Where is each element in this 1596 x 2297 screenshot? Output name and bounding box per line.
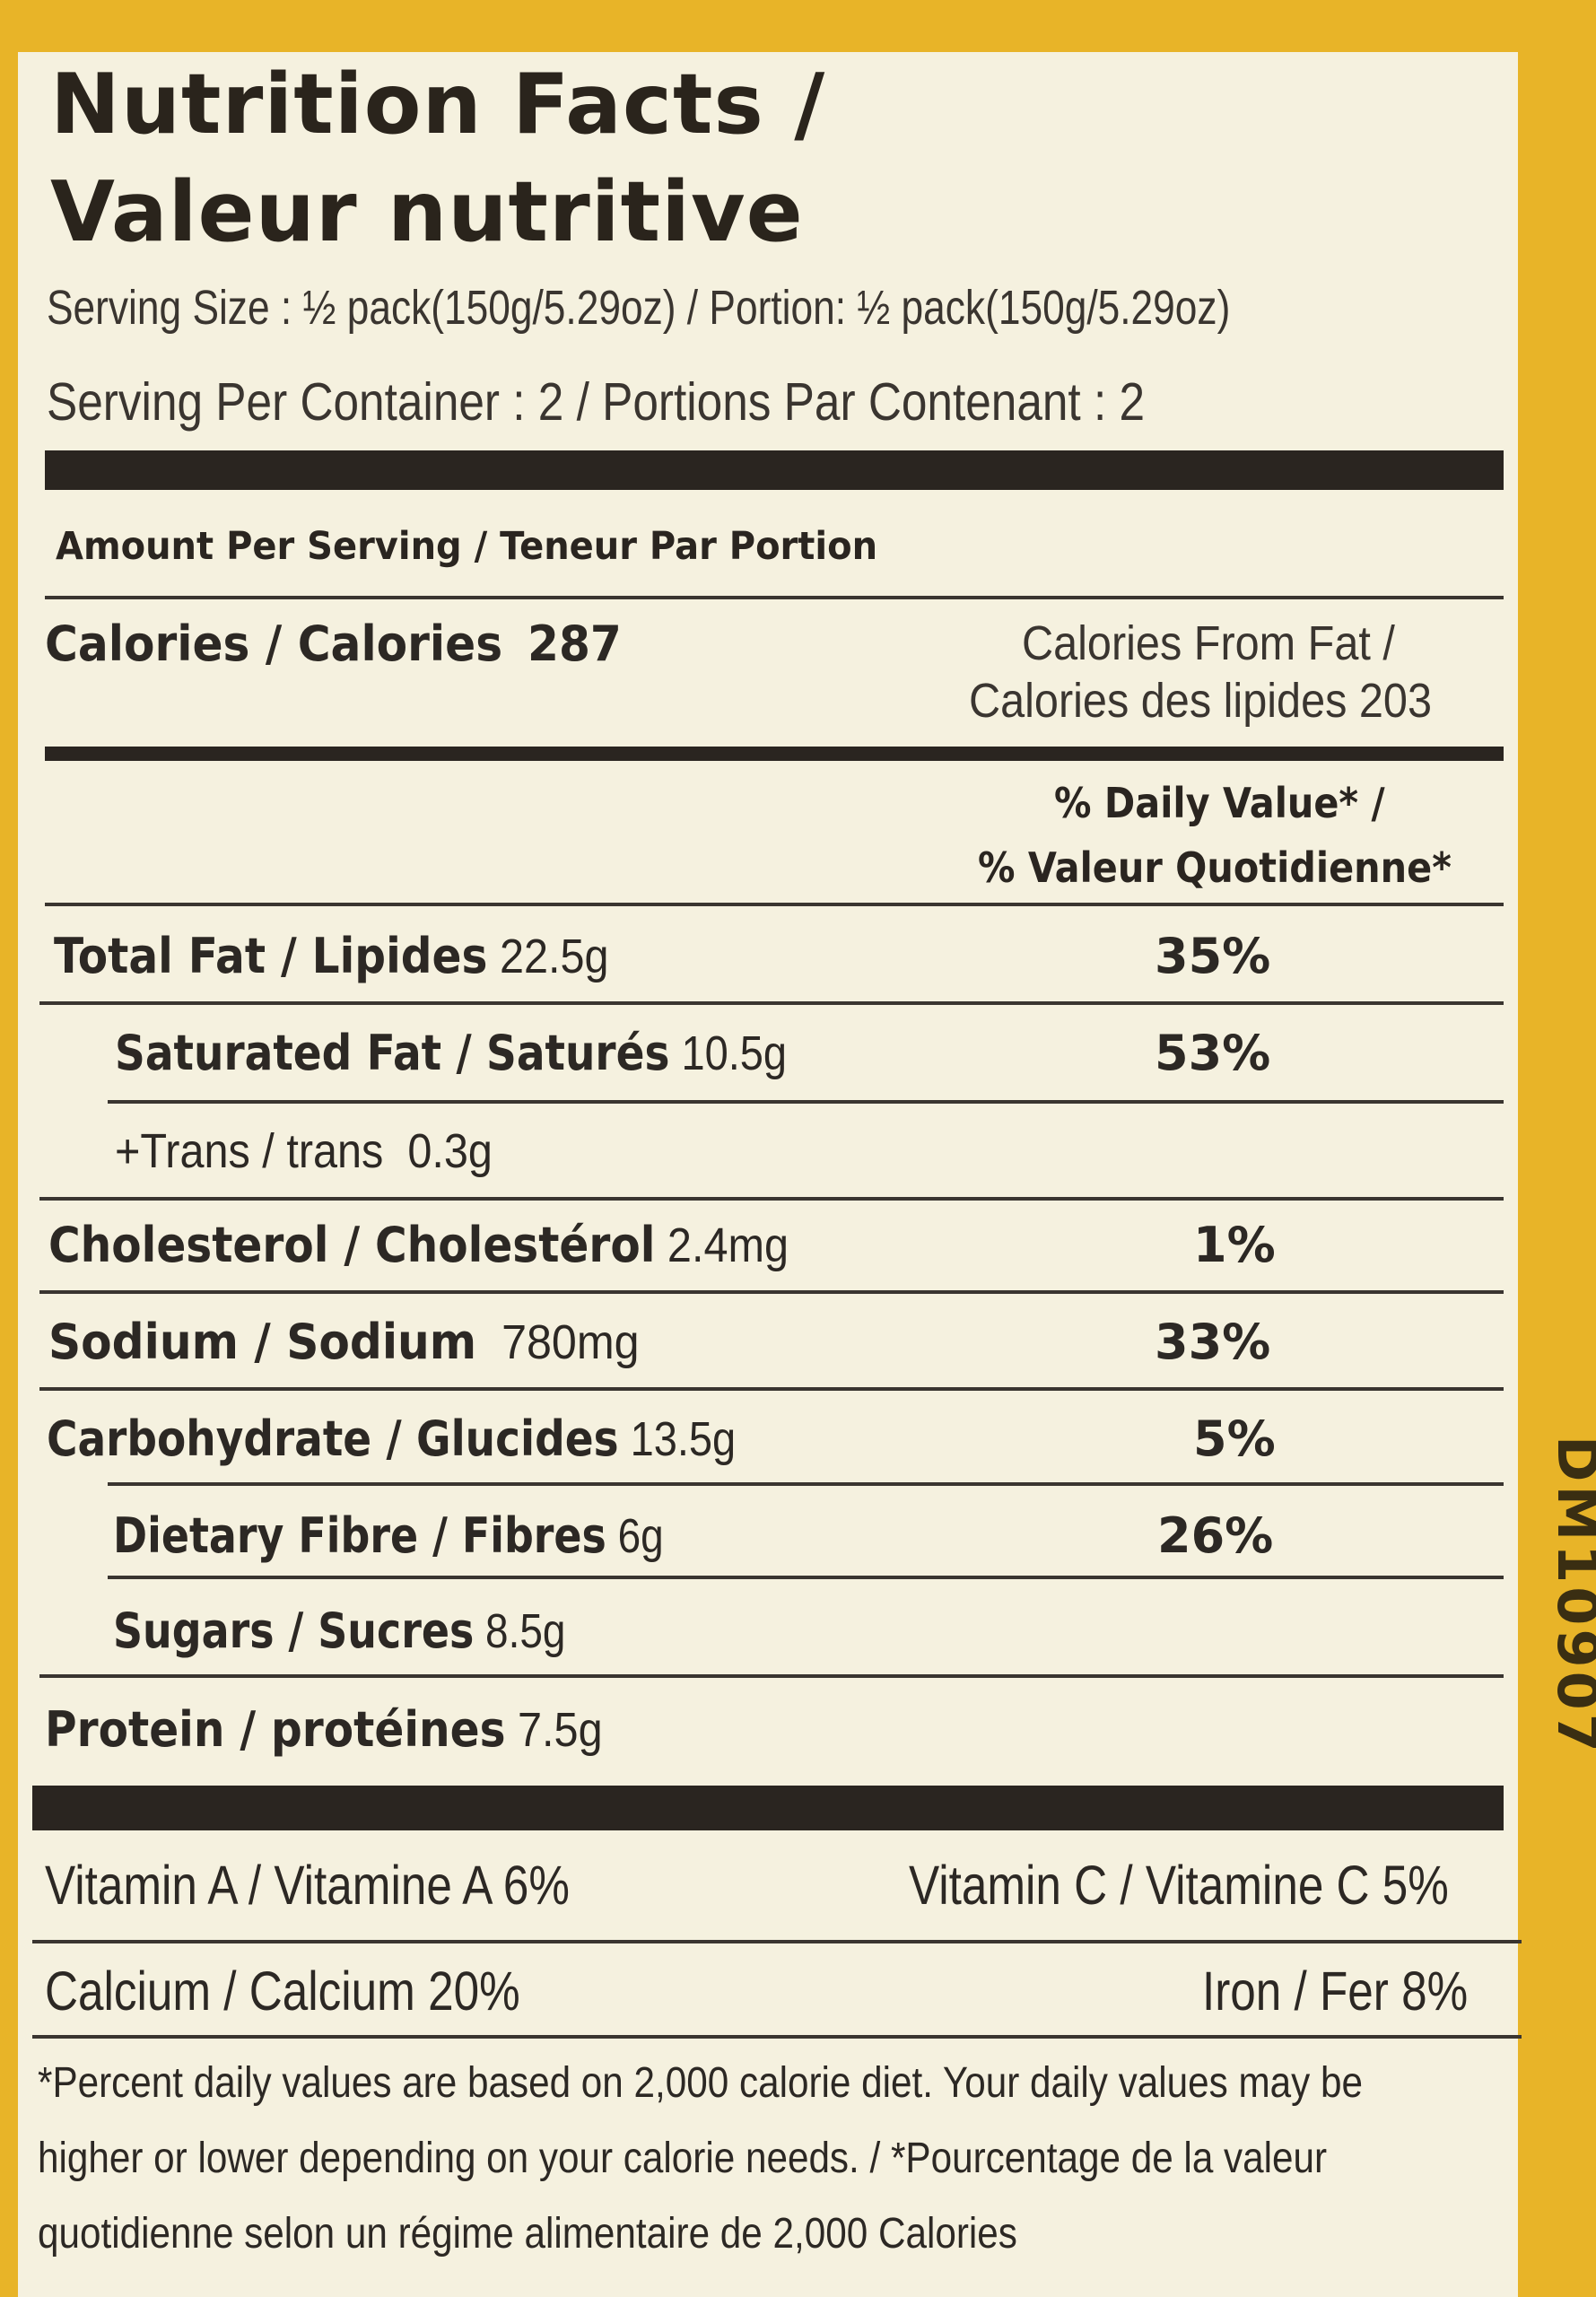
nutrient-row-cholesterol: Cholesterol / Cholestérol 2.4mg bbox=[48, 1217, 789, 1273]
row-divider bbox=[108, 1576, 1504, 1579]
nutrient-row-total-fat: Total Fat / Lipides 22.5g bbox=[54, 928, 609, 984]
nutrient-label: +Trans / trans bbox=[115, 1124, 384, 1178]
nutrient-amount: 0.3g bbox=[407, 1124, 493, 1178]
footnote-line: *Percent daily values are based on 2,000… bbox=[38, 2059, 1363, 2107]
nutrient-label: Total Fat / Lipides bbox=[54, 928, 488, 984]
nutrient-dv: 26% bbox=[1157, 1507, 1274, 1564]
nutrient-row-dietary-fibre: Dietary Fibre / Fibres 6g bbox=[113, 1507, 664, 1564]
nutrient-amount: 8.5g bbox=[485, 1604, 566, 1658]
nutrient-label: Saturated Fat / Saturés bbox=[115, 1025, 670, 1081]
nutrient-label: Sugars / Sucres bbox=[113, 1603, 475, 1659]
nutrient-label: Dietary Fibre / Fibres bbox=[113, 1507, 606, 1564]
row-divider bbox=[39, 1387, 1504, 1391]
calories-label: Calories / Calories bbox=[45, 616, 503, 672]
vitamin-c: Vitamin C / Vitamine C 5% bbox=[909, 1855, 1449, 1916]
calories-from-fat-line-2: Calories des lipides 203 bbox=[969, 674, 1432, 728]
rule-vitamins bbox=[32, 1940, 1522, 1943]
package-edge-code-text: DM10907 bbox=[1545, 1436, 1596, 1756]
vitamin-a: Vitamin A / Vitamine A 6% bbox=[45, 1855, 570, 1916]
nutrient-label: Cholesterol / Cholestérol bbox=[48, 1217, 656, 1273]
rule-below-amount bbox=[45, 596, 1504, 599]
row-divider bbox=[39, 1197, 1504, 1201]
title-line-2: Valeur nutritive bbox=[50, 163, 804, 260]
footnote-line: higher or lower depending on your calori… bbox=[38, 2135, 1328, 2182]
nutrient-row-saturated-fat: Saturated Fat / Saturés 10.5g bbox=[115, 1025, 787, 1081]
nutrient-amount: 22.5g bbox=[499, 930, 609, 983]
nutrient-row-sodium: Sodium / Sodium 780mg bbox=[48, 1314, 640, 1370]
footnote: *Percent daily values are based on 2,000… bbox=[38, 2046, 1545, 2272]
nutrient-dv: 5% bbox=[1193, 1411, 1276, 1467]
nutrient-dv: 35% bbox=[1155, 928, 1271, 984]
medium-divider bbox=[45, 747, 1504, 761]
row-divider bbox=[108, 1100, 1504, 1104]
nutrient-label: Carbohydrate / Glucides bbox=[47, 1411, 619, 1467]
footnote-line: quotidienne selon un régime alimentaire … bbox=[38, 2210, 1017, 2258]
calories-from-fat-line-1: Calories From Fat / bbox=[1022, 616, 1395, 670]
row-divider bbox=[108, 1482, 1504, 1486]
nutrition-facts-panel bbox=[18, 52, 1518, 2297]
row-divider bbox=[39, 1674, 1504, 1678]
nutrient-amount: 2.4mg bbox=[667, 1218, 789, 1272]
nutrient-dv: 53% bbox=[1155, 1025, 1271, 1081]
nutrient-amount: 6g bbox=[617, 1509, 664, 1563]
nutrient-dv: 33% bbox=[1155, 1314, 1271, 1370]
calcium: Calcium / Calcium 20% bbox=[45, 1961, 520, 2022]
daily-value-header-line-1: % Daily Value* / bbox=[1054, 779, 1385, 827]
thick-divider-top bbox=[45, 450, 1504, 490]
servings-per-container: Serving Per Container : 2 / Portions Par… bbox=[47, 372, 1146, 432]
rule-above-footnote bbox=[32, 2035, 1522, 2039]
nutrient-row-protein: Protein / protéines 7.5g bbox=[45, 1701, 603, 1758]
rule-after-dv-header bbox=[45, 903, 1504, 906]
iron: Iron / Fer 8% bbox=[1202, 1961, 1469, 2022]
title-line-1: Nutrition Facts / bbox=[50, 56, 826, 153]
package-edge-code: DM10907 bbox=[1541, 1436, 1596, 1830]
calories-row: Calories / Calories 287 bbox=[45, 616, 622, 672]
nutrient-label: Protein / protéines bbox=[45, 1701, 506, 1758]
nutrient-amount: 13.5g bbox=[630, 1412, 737, 1466]
row-divider bbox=[39, 1001, 1504, 1005]
nutrient-amount: 10.5g bbox=[681, 1026, 788, 1080]
nutrient-row-sugars: Sugars / Sucres 8.5g bbox=[113, 1603, 565, 1659]
thick-divider-vitamins bbox=[32, 1786, 1504, 1830]
nutrient-amount: 780mg bbox=[501, 1315, 640, 1369]
row-divider bbox=[39, 1290, 1504, 1294]
amount-per-serving: Amount Per Serving / Teneur Par Portion bbox=[56, 524, 878, 569]
serving-size: Serving Size : ½ pack(150g/5.29oz) / Por… bbox=[47, 281, 1231, 335]
daily-value-header-line-2: % Valeur Quotidienne* bbox=[978, 843, 1452, 892]
nutrient-row-carbohydrate: Carbohydrate / Glucides 13.5g bbox=[47, 1411, 736, 1467]
nutrient-label: Sodium / Sodium bbox=[48, 1314, 477, 1370]
nutrient-dv: 1% bbox=[1193, 1217, 1276, 1273]
calories-value: 287 bbox=[528, 616, 622, 672]
nutrient-row-trans-fat: +Trans / trans 0.3g bbox=[115, 1123, 493, 1179]
nutrient-amount: 7.5g bbox=[518, 1703, 603, 1757]
